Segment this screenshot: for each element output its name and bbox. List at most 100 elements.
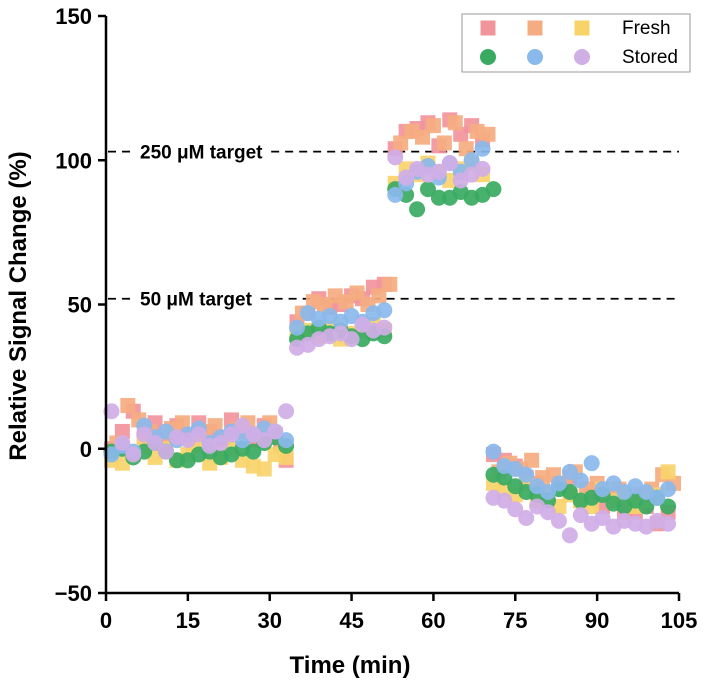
data-point [480, 126, 496, 142]
data-point [212, 434, 229, 451]
data-point [518, 466, 535, 483]
x-tick-label: 15 [176, 608, 200, 633]
data-point [256, 432, 273, 449]
legend-marker [527, 20, 543, 36]
data-point [507, 501, 524, 518]
data-point [485, 181, 502, 198]
data-point [114, 434, 131, 451]
data-point [583, 455, 600, 472]
data-point [550, 512, 567, 529]
x-axis-ticks: 0 15 30 45 60 75 90 105 [100, 593, 697, 633]
x-tick-label: 105 [661, 608, 698, 633]
data-point [103, 446, 120, 463]
data-point [267, 423, 284, 440]
data-point [103, 403, 120, 420]
data-point [245, 443, 262, 460]
data-point [387, 149, 404, 166]
data-point [409, 201, 426, 218]
data-point [572, 507, 589, 524]
data-point [415, 129, 431, 145]
data-point [278, 432, 295, 449]
x-tick-label: 90 [585, 608, 609, 633]
data-point [382, 276, 398, 292]
legend: Fresh Stored [461, 13, 691, 73]
data-point [430, 163, 447, 180]
x-axis-title: Time (min) [290, 652, 411, 679]
data-point [474, 140, 491, 157]
data-point [349, 285, 365, 301]
y-tick-label: 100 [55, 148, 92, 173]
data-point [256, 461, 272, 477]
y-tick-label: 50 [68, 293, 92, 318]
legend-markers [480, 20, 590, 65]
legend-marker [574, 20, 590, 36]
reference-line-label: 50 μM target [140, 290, 253, 311]
data-point [660, 481, 677, 498]
legend-marker [480, 49, 496, 65]
data-point [136, 426, 153, 443]
data-point [223, 426, 240, 443]
data-points [103, 112, 682, 544]
data-point [114, 423, 130, 439]
data-point [496, 492, 513, 509]
data-point [572, 472, 589, 489]
y-tick-label: −50 [55, 581, 92, 606]
data-point [496, 469, 513, 486]
y-axis-ticks: −50 0 50 100 150 [55, 4, 106, 606]
data-point [649, 489, 666, 506]
x-tick-label: 60 [421, 608, 445, 633]
x-tick-label: 75 [503, 608, 527, 633]
data-point [234, 417, 251, 434]
data-point [660, 515, 677, 532]
x-tick-label: 45 [339, 608, 363, 633]
data-point [441, 155, 458, 172]
data-point [660, 464, 676, 480]
data-point [436, 135, 452, 151]
data-point [485, 443, 502, 460]
data-point [561, 527, 578, 544]
data-point [550, 475, 567, 492]
data-point [278, 449, 294, 465]
y-axis-title: Relative Signal Change (%) [5, 151, 32, 460]
data-point [447, 115, 463, 131]
data-point [540, 484, 557, 501]
legend-marker [480, 20, 496, 36]
data-point [561, 484, 578, 501]
data-point [376, 302, 393, 319]
data-point [660, 498, 677, 515]
data-point [518, 509, 535, 526]
y-tick-label: 150 [55, 4, 92, 29]
data-point [561, 463, 578, 480]
data-point [120, 397, 136, 413]
data-point [524, 452, 540, 468]
data-point [393, 135, 409, 151]
data-point [387, 186, 404, 203]
legend-label-fresh: Fresh [622, 18, 671, 39]
data-point [540, 504, 557, 521]
data-point [343, 331, 360, 348]
data-point [158, 443, 175, 460]
reference-line-label: 250 μM target [140, 143, 263, 164]
data-point [594, 509, 611, 526]
data-point [638, 498, 655, 515]
data-point [371, 288, 387, 304]
data-point [190, 426, 207, 443]
y-tick-label: 0 [80, 437, 92, 462]
data-point [278, 403, 295, 420]
data-point [474, 160, 491, 177]
data-point [398, 169, 415, 186]
data-point [289, 319, 305, 336]
data-point [463, 152, 480, 169]
data-point [419, 181, 436, 198]
data-point [425, 118, 441, 134]
data-point [605, 475, 622, 492]
x-tick-label: 30 [257, 608, 281, 633]
legend-marker [527, 49, 543, 65]
legend-marker [574, 49, 590, 65]
x-tick-label: 0 [100, 608, 112, 633]
legend-label-stored: Stored [622, 47, 678, 68]
data-point [125, 446, 142, 463]
data-point [376, 319, 393, 336]
data-point [147, 434, 164, 451]
